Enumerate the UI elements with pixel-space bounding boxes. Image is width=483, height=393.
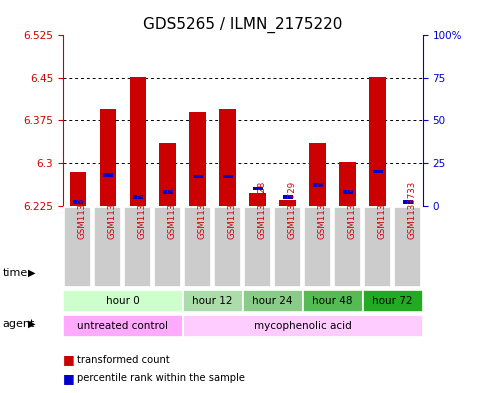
Text: GSM1133728: GSM1133728	[258, 181, 267, 239]
Text: GSM1133723: GSM1133723	[108, 181, 117, 239]
Text: mycophenolic acid: mycophenolic acid	[254, 321, 352, 331]
FancyBboxPatch shape	[64, 207, 91, 287]
Text: time: time	[2, 268, 28, 278]
FancyBboxPatch shape	[94, 207, 121, 287]
Text: ▶: ▶	[28, 319, 36, 329]
FancyBboxPatch shape	[394, 207, 421, 287]
FancyBboxPatch shape	[363, 290, 423, 312]
Text: GSM1133731: GSM1133731	[348, 181, 356, 239]
FancyBboxPatch shape	[154, 207, 181, 287]
FancyBboxPatch shape	[183, 315, 423, 337]
Text: GSM1133730: GSM1133730	[318, 181, 327, 239]
Text: GSM1133726: GSM1133726	[198, 181, 207, 239]
Bar	[193, 175, 203, 178]
FancyBboxPatch shape	[184, 207, 211, 287]
FancyBboxPatch shape	[274, 207, 301, 287]
Text: ▶: ▶	[28, 268, 36, 278]
Text: agent: agent	[2, 319, 35, 329]
FancyBboxPatch shape	[244, 207, 271, 287]
Bar	[280, 200, 296, 206]
Bar	[310, 143, 326, 206]
Bar	[70, 171, 86, 206]
Text: hour 12: hour 12	[192, 296, 233, 306]
Bar	[223, 175, 233, 178]
Bar	[313, 184, 323, 187]
FancyBboxPatch shape	[303, 290, 363, 312]
Text: transformed count: transformed count	[77, 354, 170, 365]
Text: hour 48: hour 48	[313, 296, 353, 306]
FancyBboxPatch shape	[214, 207, 241, 287]
Bar	[340, 162, 356, 206]
Text: untreated control: untreated control	[77, 321, 168, 331]
Text: hour 24: hour 24	[253, 296, 293, 306]
FancyBboxPatch shape	[124, 207, 151, 287]
Bar	[343, 190, 353, 194]
Text: hour 0: hour 0	[106, 296, 140, 306]
FancyBboxPatch shape	[63, 290, 183, 312]
Bar	[373, 170, 383, 173]
Text: GSM1133732: GSM1133732	[378, 181, 387, 239]
Bar	[103, 173, 113, 176]
FancyBboxPatch shape	[334, 207, 361, 287]
Bar	[249, 193, 266, 206]
Bar	[283, 195, 293, 199]
Bar	[253, 187, 263, 190]
Bar	[73, 200, 83, 204]
FancyBboxPatch shape	[364, 207, 391, 287]
Bar	[163, 190, 173, 194]
Bar	[189, 112, 206, 206]
FancyBboxPatch shape	[304, 207, 331, 287]
Text: ■: ■	[63, 353, 74, 366]
Bar	[133, 195, 142, 199]
Title: GDS5265 / ILMN_2175220: GDS5265 / ILMN_2175220	[143, 17, 342, 33]
Bar	[403, 200, 412, 204]
Bar	[129, 77, 146, 206]
Text: hour 72: hour 72	[372, 296, 413, 306]
FancyBboxPatch shape	[183, 290, 242, 312]
Text: GSM1133733: GSM1133733	[408, 181, 417, 239]
FancyBboxPatch shape	[242, 290, 303, 312]
Text: GSM1133727: GSM1133727	[227, 181, 237, 239]
FancyBboxPatch shape	[63, 315, 183, 337]
Text: GSM1133729: GSM1133729	[288, 181, 297, 239]
Bar	[219, 109, 236, 206]
Bar	[159, 143, 176, 206]
Text: ■: ■	[63, 371, 74, 385]
Text: percentile rank within the sample: percentile rank within the sample	[77, 373, 245, 383]
Text: GSM1133724: GSM1133724	[138, 181, 147, 239]
Text: GSM1133725: GSM1133725	[168, 181, 177, 239]
Bar	[99, 109, 116, 206]
Text: GSM1133722: GSM1133722	[78, 181, 87, 239]
Bar	[369, 77, 386, 206]
